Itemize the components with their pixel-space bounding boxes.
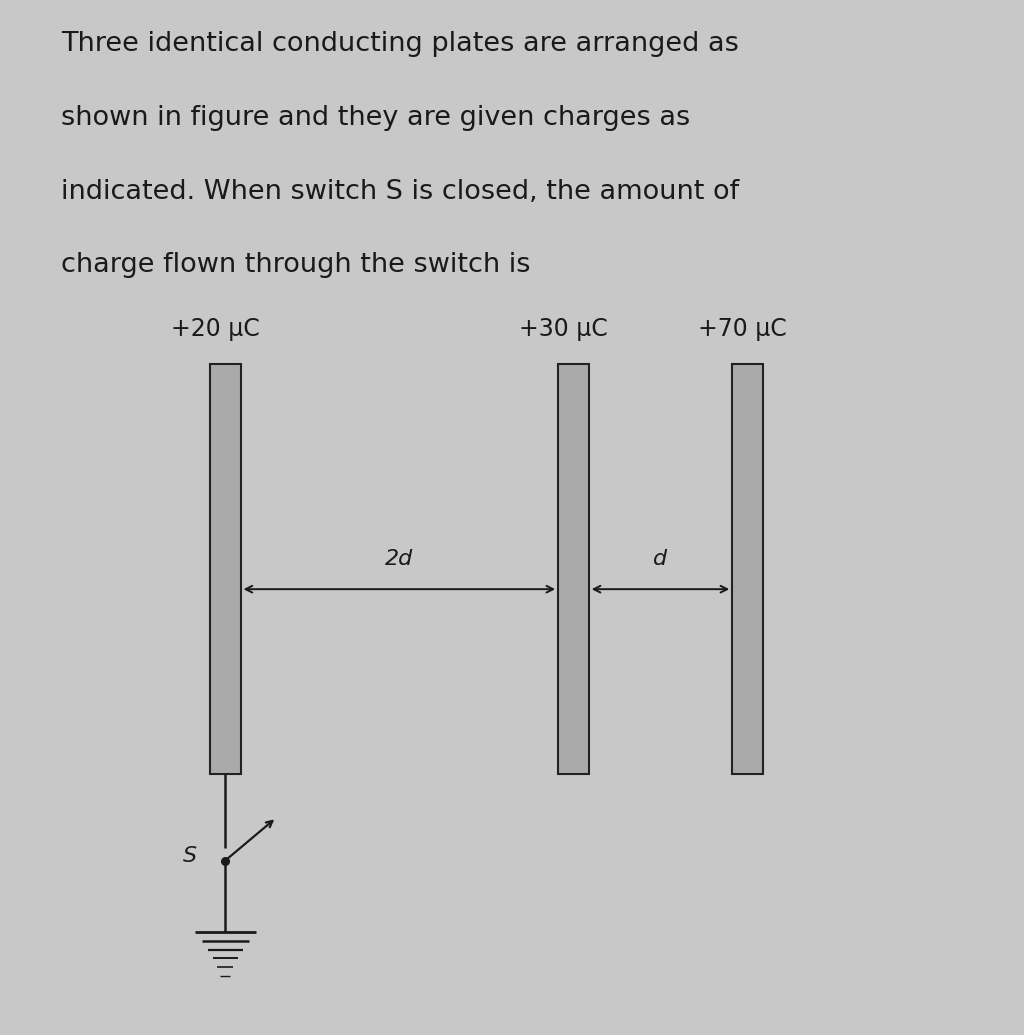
Text: S: S	[182, 847, 197, 866]
Text: +30 μC: +30 μC	[519, 318, 607, 342]
Text: +70 μC: +70 μC	[698, 318, 786, 342]
Text: indicated. When switch S is closed, the amount of: indicated. When switch S is closed, the …	[61, 179, 739, 205]
Bar	[210, 364, 241, 773]
Text: 2d: 2d	[385, 549, 414, 568]
Text: shown in figure and they are given charges as: shown in figure and they are given charg…	[61, 105, 691, 130]
Text: +20 μC: +20 μC	[171, 318, 259, 342]
Text: Three identical conducting plates are arranged as: Three identical conducting plates are ar…	[61, 31, 739, 57]
Text: charge flown through the switch is: charge flown through the switch is	[61, 253, 530, 278]
Bar	[732, 364, 763, 773]
Bar	[558, 364, 589, 773]
Text: d: d	[653, 549, 668, 568]
